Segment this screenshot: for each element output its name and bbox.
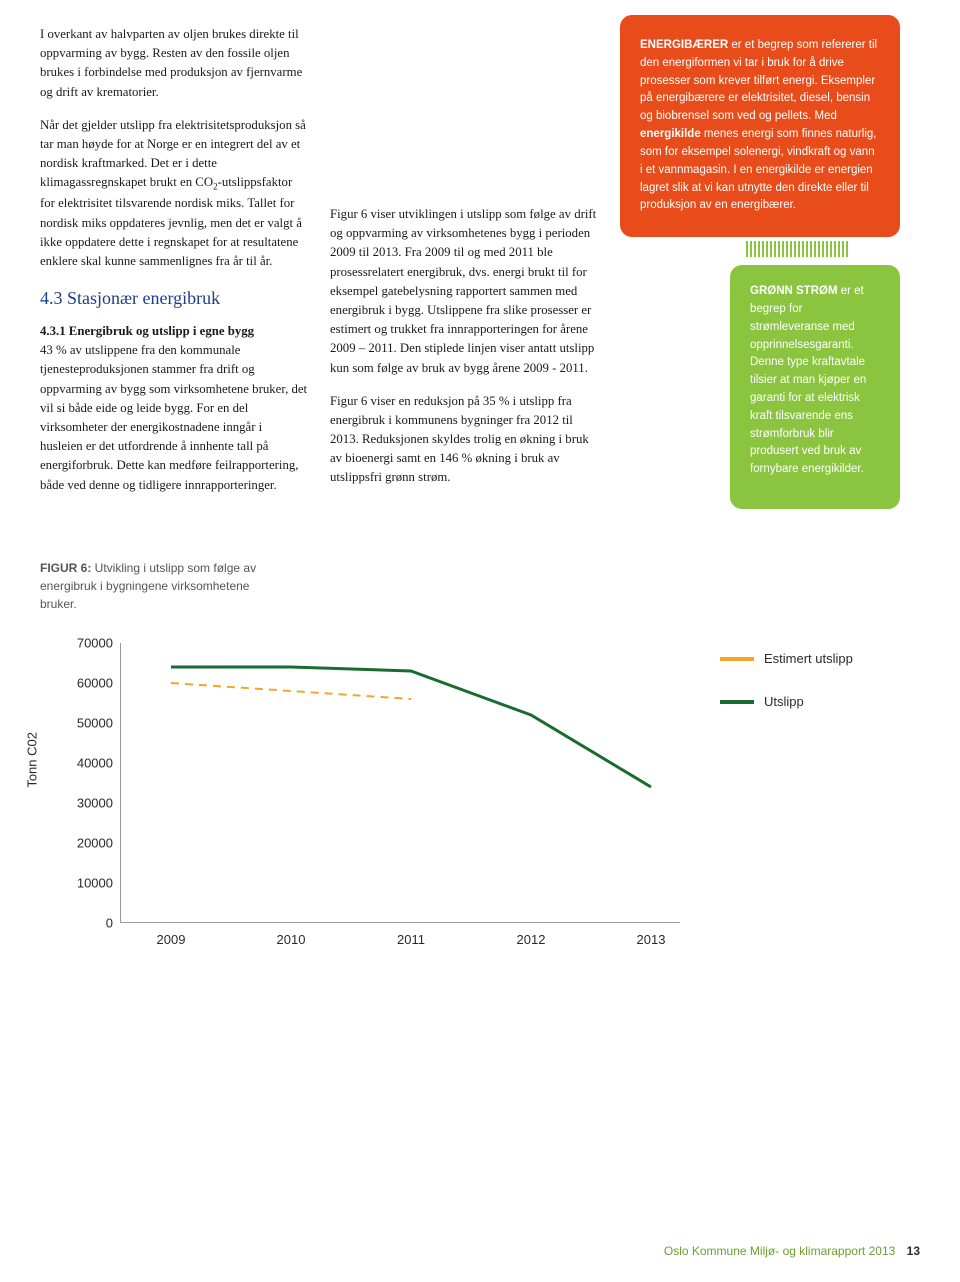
chart-figure-6: Tonn C02 0100002000030000400005000060000… — [50, 643, 900, 973]
chart-x-tick: 2011 — [397, 932, 425, 947]
chart-y-tick: 60000 — [77, 676, 113, 691]
green-stripes-icon — [746, 241, 866, 259]
right-column: ENERGIBÆRER er et begrep som refererer t… — [620, 25, 900, 509]
red-text-2: menes energi som finnes naturlig, som fo… — [640, 128, 877, 211]
mid-para-2: Figur 6 viser en reduksjon på 35 % i uts… — [330, 392, 598, 488]
legend-swatch-utslipp — [720, 700, 754, 704]
chart-x-tick: 2012 — [517, 932, 546, 947]
chart-y-tick: 30000 — [77, 796, 113, 811]
mid-spacer — [330, 25, 598, 205]
green-callout-box: GRØNN STRØM er et begrep for strømlevera… — [730, 265, 900, 509]
content-row: I overkant av halvparten av oljen brukes… — [40, 25, 920, 509]
left-column: I overkant av halvparten av oljen brukes… — [40, 25, 308, 509]
chart-y-axis-label: Tonn C02 — [25, 732, 40, 788]
chart-y-tick: 70000 — [77, 636, 113, 651]
middle-column: Figur 6 viser utviklingen i utslipp som … — [330, 25, 598, 509]
legend-swatch-estimert — [720, 657, 754, 661]
footer-text: Oslo Kommune Miljø- og klimarapport 2013 — [664, 1244, 895, 1258]
mid-para-1: Figur 6 viser utviklingen i utslipp som … — [330, 205, 598, 378]
red-lead-1: ENERGIBÆRER — [640, 39, 728, 51]
chart-legend: Estimert utslipp Utslipp — [720, 651, 853, 737]
page: I overkant av halvparten av oljen brukes… — [0, 0, 960, 1282]
legend-label-estimert: Estimert utslipp — [764, 651, 853, 666]
left-para-2: Når det gjelder utslipp fra elektrisitet… — [40, 116, 308, 271]
chart-x-tick: 2010 — [277, 932, 306, 947]
chart-svg — [121, 643, 681, 923]
red-text-1: er et begrep som refererer til den energ… — [640, 39, 877, 122]
left-para-1: I overkant av halvparten av oljen brukes… — [40, 25, 308, 102]
chart-x-tick: 2013 — [637, 932, 666, 947]
subsection-title: 4.3.1 Energibruk og utslipp i egne bygg — [40, 324, 254, 338]
legend-label-utslipp: Utslipp — [764, 694, 804, 709]
chart-plot-area: 0100002000030000400005000060000700002009… — [120, 643, 680, 923]
chart-y-tick: 20000 — [77, 836, 113, 851]
legend-item-estimert: Estimert utslipp — [720, 651, 853, 666]
red-callout-box: ENERGIBÆRER er et begrep som refererer t… — [620, 15, 900, 237]
chart-y-tick: 0 — [106, 916, 113, 931]
green-text: er et begrep for strømleveranse med oppr… — [750, 285, 866, 475]
left-para-3: 4.3.1 Energibruk og utslipp i egne bygg … — [40, 322, 308, 495]
page-number: 13 — [907, 1244, 920, 1258]
chart-y-tick: 50000 — [77, 716, 113, 731]
green-lead: GRØNN STRØM — [750, 285, 838, 297]
chart-y-tick: 10000 — [77, 876, 113, 891]
page-footer: Oslo Kommune Miljø- og klimarapport 2013… — [664, 1244, 920, 1258]
section-title: 4.3 Stasjonær energibruk — [40, 285, 308, 312]
figure-caption: FIGUR 6: Utvikling i utslipp som følge a… — [40, 559, 280, 613]
fig-caption-lead: FIGUR 6: — [40, 561, 91, 575]
legend-item-utslipp: Utslipp — [720, 694, 853, 709]
chart-series-line — [171, 683, 411, 699]
red-lead-2: energikilde — [640, 128, 701, 140]
chart-x-tick: 2009 — [157, 932, 186, 947]
left-para-3-body: 43 % av utslippene fra den kommunale tje… — [40, 343, 307, 491]
chart-y-tick: 40000 — [77, 756, 113, 771]
chart-series-line — [171, 667, 651, 787]
